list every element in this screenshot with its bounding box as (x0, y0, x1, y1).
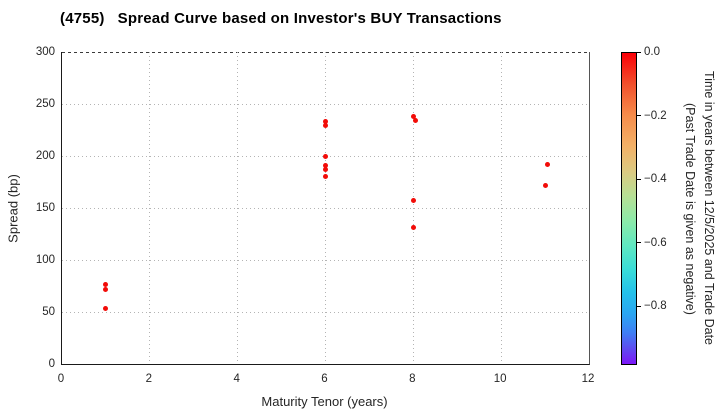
colorbar-label-line1: Time in years between 12/5/2025 and Trad… (702, 71, 716, 346)
colorbar-label-line2: (Past Trade Date is given as negative) (683, 102, 697, 315)
y-tick-label: 150 (35, 202, 55, 214)
y-tick-label: 50 (42, 306, 55, 318)
y-tick-label: 200 (35, 150, 55, 162)
x-tick-label: 2 (145, 373, 153, 385)
colorbar-tick-mark (637, 242, 641, 244)
y-tick-label: 300 (35, 46, 55, 58)
data-point (323, 119, 328, 125)
x-tick-label: 10 (493, 373, 507, 385)
colorbar (621, 52, 637, 365)
data-point (323, 153, 328, 159)
data-point (103, 282, 109, 288)
x-tick-label: 12 (581, 373, 595, 385)
grid-line-horizontal (62, 259, 589, 261)
chart-title: (4755) Spread Curve based on Investor's … (60, 10, 502, 27)
plot-area (61, 52, 590, 365)
x-tick-label: 4 (233, 373, 240, 385)
x-axis-label: Maturity Tenor (years) (261, 394, 388, 409)
data-point (323, 167, 328, 173)
data-point (323, 162, 328, 168)
data-point (410, 225, 416, 231)
data-point (103, 306, 109, 312)
x-tick-label: 6 (321, 373, 328, 385)
data-point (542, 182, 548, 188)
data-point (413, 118, 419, 124)
colorbar-tick-mark (637, 178, 641, 180)
data-point (410, 198, 416, 204)
colorbar-tick-mark (637, 115, 641, 117)
grid-line-horizontal (62, 207, 589, 209)
colorbar-label: Time in years between 12/5/2025 and Trad… (678, 52, 718, 365)
grid-line-horizontal (62, 103, 589, 105)
colorbar-tick-label: −0.4 (644, 173, 667, 186)
data-point (323, 123, 328, 129)
y-tick-label: 100 (35, 254, 55, 266)
colorbar-tick-mark (637, 51, 641, 53)
colorbar-tick-label: −0.6 (644, 236, 667, 249)
colorbar-tick-label: −0.2 (644, 109, 667, 122)
colorbar-tick-label: −0.8 (644, 300, 667, 313)
data-point (323, 174, 328, 180)
y-tick-label: 250 (35, 98, 55, 110)
x-tick-label: 8 (409, 373, 416, 385)
grid-line-horizontal (62, 311, 589, 313)
colorbar-tick-label: 0.0 (644, 46, 660, 58)
y-tick-label: 0 (48, 358, 55, 370)
x-tick-label: 0 (57, 373, 65, 385)
colorbar-tick-mark (637, 305, 641, 307)
data-point (544, 161, 550, 167)
data-point (410, 113, 416, 119)
data-point (103, 286, 109, 292)
